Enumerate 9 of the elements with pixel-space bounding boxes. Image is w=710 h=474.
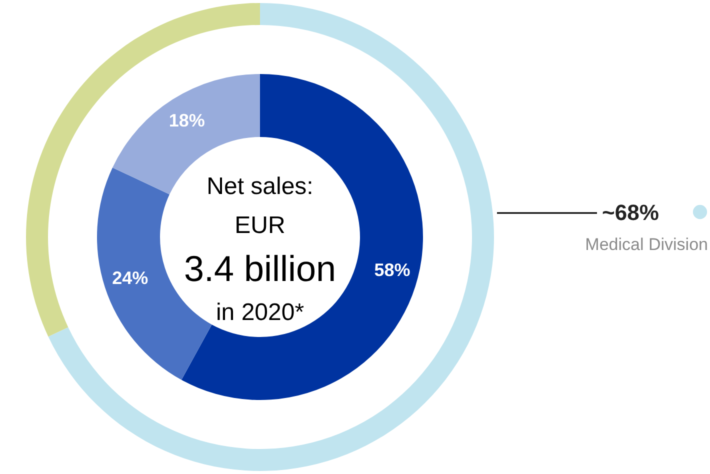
text: Net sales: xyxy=(206,173,314,200)
text: in 2020* xyxy=(216,299,304,326)
text: EUR xyxy=(234,212,286,239)
data-label: ~68% xyxy=(602,200,659,225)
legend-label: Medical Division xyxy=(585,235,708,254)
text: 3.4 billion xyxy=(184,248,336,289)
data-label: 58% xyxy=(374,260,410,280)
data-label: 24% xyxy=(112,268,148,288)
data-label: 18% xyxy=(168,110,205,131)
